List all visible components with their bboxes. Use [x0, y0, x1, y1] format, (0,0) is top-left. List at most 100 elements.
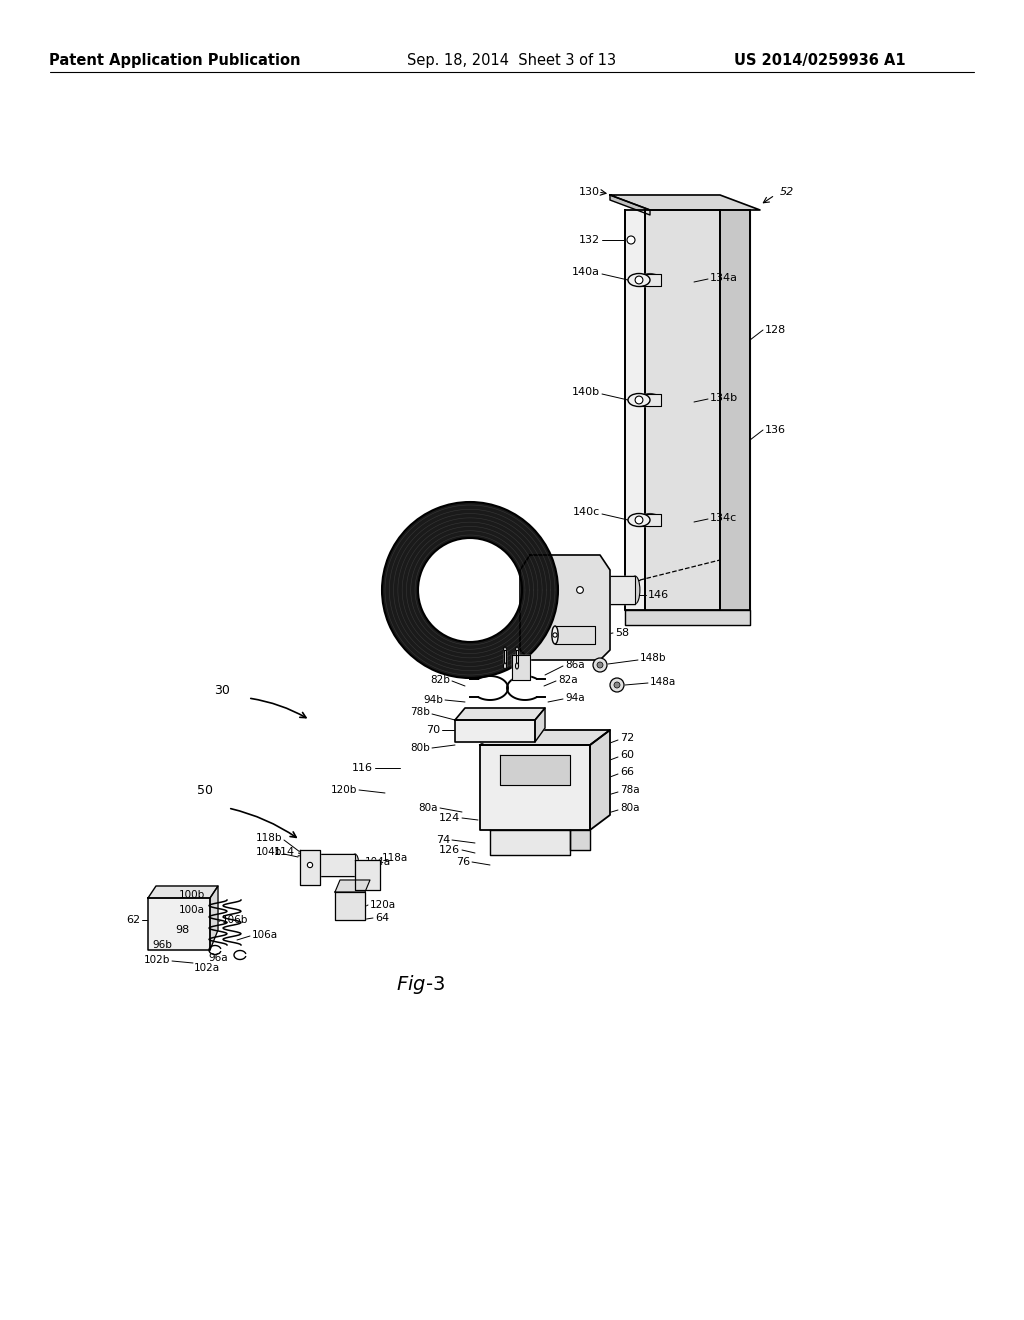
Circle shape	[553, 632, 557, 638]
Text: 102a: 102a	[194, 964, 220, 973]
Text: 74: 74	[436, 836, 450, 845]
Circle shape	[597, 663, 603, 668]
Text: 86a: 86a	[565, 660, 585, 671]
Text: 126: 126	[439, 845, 460, 855]
Circle shape	[627, 236, 635, 244]
Text: 62: 62	[126, 915, 140, 925]
Text: 94a: 94a	[565, 693, 585, 704]
Ellipse shape	[351, 854, 358, 876]
Ellipse shape	[628, 513, 650, 527]
Polygon shape	[580, 576, 635, 605]
Text: 144: 144	[526, 554, 548, 565]
Polygon shape	[645, 210, 720, 610]
Text: 134a: 134a	[710, 273, 738, 282]
Text: 136: 136	[765, 425, 786, 436]
Text: Sep. 18, 2014  Sheet 3 of 13: Sep. 18, 2014 Sheet 3 of 13	[408, 53, 616, 67]
Circle shape	[635, 396, 643, 404]
Text: 114: 114	[273, 847, 295, 857]
Polygon shape	[148, 886, 218, 898]
Text: 84: 84	[530, 642, 544, 651]
Text: 58: 58	[615, 628, 629, 638]
Text: 30: 30	[214, 684, 230, 697]
Polygon shape	[500, 755, 570, 785]
Ellipse shape	[628, 273, 650, 286]
Text: 104a: 104a	[365, 857, 391, 867]
Ellipse shape	[630, 576, 640, 605]
Text: 102b: 102b	[143, 954, 170, 965]
Polygon shape	[455, 719, 535, 742]
Text: 76: 76	[456, 857, 470, 867]
Polygon shape	[355, 861, 380, 890]
Polygon shape	[490, 830, 570, 855]
Text: 60: 60	[620, 750, 634, 760]
Text: 134b: 134b	[710, 393, 738, 403]
Polygon shape	[335, 880, 370, 892]
Polygon shape	[455, 708, 545, 719]
Text: 90: 90	[515, 647, 528, 657]
Polygon shape	[148, 898, 210, 950]
Polygon shape	[570, 830, 590, 850]
Polygon shape	[639, 513, 662, 525]
Text: US 2014/0259936 A1: US 2014/0259936 A1	[734, 53, 906, 67]
Ellipse shape	[592, 626, 598, 644]
Circle shape	[577, 586, 584, 594]
Text: 64: 64	[375, 913, 389, 923]
Circle shape	[307, 862, 312, 867]
Text: 106a: 106a	[252, 931, 279, 940]
Text: 78a: 78a	[620, 785, 640, 795]
Ellipse shape	[639, 393, 662, 407]
Polygon shape	[625, 210, 645, 610]
Text: 80b: 80b	[411, 743, 430, 752]
Ellipse shape	[639, 513, 662, 527]
Text: 66: 66	[620, 767, 634, 777]
Ellipse shape	[628, 393, 650, 407]
Polygon shape	[480, 744, 590, 830]
Text: 132: 132	[579, 235, 600, 246]
Circle shape	[614, 682, 620, 688]
Ellipse shape	[639, 273, 662, 286]
Text: 104b: 104b	[256, 847, 282, 857]
Ellipse shape	[575, 576, 585, 605]
Text: $\it{Fig}$-3: $\it{Fig}$-3	[395, 974, 444, 997]
Polygon shape	[310, 854, 355, 876]
Text: 92b: 92b	[494, 638, 513, 648]
Polygon shape	[210, 886, 218, 950]
Text: 68: 68	[482, 657, 496, 668]
Text: 148b: 148b	[640, 653, 667, 663]
Ellipse shape	[552, 626, 558, 644]
Polygon shape	[590, 730, 610, 830]
Ellipse shape	[306, 854, 313, 876]
Polygon shape	[504, 649, 506, 667]
Text: 50: 50	[197, 784, 213, 796]
Text: 100b: 100b	[179, 890, 205, 900]
Polygon shape	[535, 708, 545, 742]
Text: 86b: 86b	[427, 660, 447, 671]
Circle shape	[610, 678, 624, 692]
Text: 120b: 120b	[331, 785, 357, 795]
Polygon shape	[512, 655, 530, 680]
Text: 128: 128	[765, 325, 786, 335]
Text: 96b: 96b	[153, 940, 172, 950]
Text: 96a: 96a	[208, 953, 227, 964]
Text: 146: 146	[648, 590, 669, 601]
Ellipse shape	[515, 663, 518, 669]
Text: 134c: 134c	[710, 513, 737, 523]
Polygon shape	[610, 195, 650, 215]
Circle shape	[635, 516, 643, 524]
Text: 140c: 140c	[572, 507, 600, 517]
Text: 116: 116	[352, 763, 373, 774]
Ellipse shape	[504, 663, 507, 669]
Polygon shape	[625, 610, 750, 624]
Text: 94b: 94b	[423, 696, 443, 705]
Text: 124: 124	[438, 813, 460, 822]
Polygon shape	[639, 275, 662, 286]
Circle shape	[635, 276, 643, 284]
Text: 118b: 118b	[256, 833, 282, 843]
Polygon shape	[300, 850, 319, 884]
Text: 140b: 140b	[571, 387, 600, 397]
Text: 92a: 92a	[540, 634, 560, 644]
Text: 130: 130	[579, 187, 600, 197]
Text: 100a: 100a	[179, 906, 205, 915]
Text: Patent Application Publication: Patent Application Publication	[49, 53, 301, 67]
Text: 98: 98	[176, 925, 190, 935]
